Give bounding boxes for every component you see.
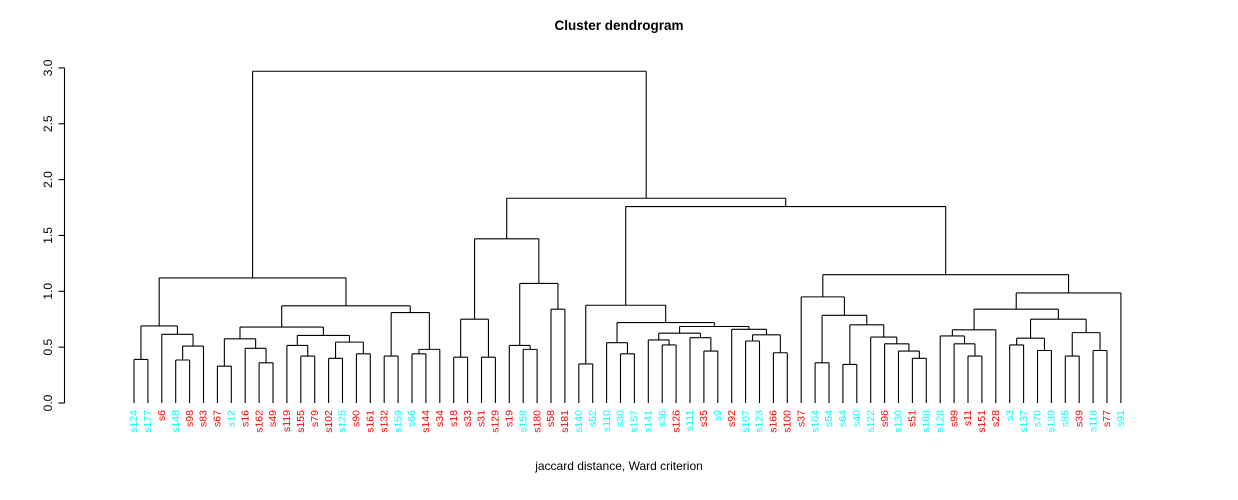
leaf-label: s100 [782, 410, 794, 433]
y-axis-tick-label: 1.5 [41, 227, 55, 244]
leaf-label: s39 [1073, 410, 1085, 427]
leaf-label: s67 [212, 410, 224, 427]
leaf-label: s126 [670, 410, 682, 433]
leaf-label: s19 [504, 410, 516, 427]
leaf-label: s83 [198, 410, 210, 427]
leaf-label: s35 [698, 410, 710, 427]
dendrogram-tree-lines [133, 70, 1122, 403]
y-axis-tick-label: 2.5 [41, 115, 55, 132]
leaf-label: s79 [309, 410, 321, 427]
leaf-label: s11 [962, 410, 974, 426]
leaf-label: s188 [921, 410, 933, 433]
leaf-label: s137 [1018, 410, 1030, 433]
y-axis-tick-label: 2.0 [41, 171, 55, 188]
leaf-label: s181 [559, 410, 571, 433]
leaf-label: s159 [392, 410, 404, 433]
leaf-label: s130 [893, 410, 905, 433]
leaf-label: s52 [587, 410, 599, 427]
leaf-label: s144 [420, 410, 432, 433]
leaf-label: s18 [448, 410, 460, 427]
leaf-label: s12 [226, 410, 238, 427]
leaf-label: s155 [295, 410, 307, 433]
leaf-label: s40 [851, 410, 863, 427]
leaf-label: s28 [990, 410, 1002, 427]
leaf-label: s122 [865, 410, 877, 433]
y-axis: 0.0 0.5 1.0 1.5 2.0 2.5 3.0 [41, 59, 66, 411]
leaf-label: s157 [629, 410, 641, 433]
leaf-label: s31 [476, 410, 488, 427]
leaf-label: s123 [754, 410, 766, 433]
leaf-label: s6 [156, 410, 168, 421]
leaf-label: s66 [406, 410, 418, 427]
leaf-label: s92 [726, 410, 738, 427]
leaf-label: s180 [531, 410, 543, 433]
leaf-label: s102 [323, 410, 335, 433]
y-axis-tick-label: 0.5 [41, 338, 55, 355]
leaf-label: s37 [795, 410, 807, 427]
leaf-label: s96 [879, 410, 891, 427]
leaf-label: s104 [809, 410, 821, 433]
leaf-label: s119 [281, 410, 293, 432]
leaf-label: s111 [684, 410, 696, 431]
leaf-label: s58 [545, 410, 557, 427]
leaf-label: s124 [128, 410, 140, 433]
leaf-label: s90 [351, 410, 363, 427]
leaf-label: s70 [1032, 410, 1044, 427]
y-axis-tick-label: 0.0 [41, 394, 55, 411]
leaf-label: s9 [712, 410, 724, 421]
leaf-label: s129 [490, 410, 502, 433]
leaf-label: s77 [1101, 410, 1113, 427]
leaf-label: s98 [184, 410, 196, 427]
leaf-label: s107 [740, 410, 752, 433]
leaf-label: s151 [976, 410, 988, 433]
leaf-label: s177 [142, 410, 154, 433]
leaf-label: s128 [934, 410, 946, 433]
chart-title: Cluster dendrogram [554, 18, 684, 33]
leaf-label: s141 [643, 410, 655, 433]
leaf-label: s99 [948, 410, 960, 427]
leaf-label: s3 [1004, 410, 1016, 421]
leaf-label: s16 [239, 410, 251, 427]
leaf-label: s51 [907, 410, 919, 427]
x-axis-label: jaccard distance, Ward criterion [535, 459, 703, 473]
leaf-label: s30 [615, 410, 627, 427]
leaf-label: s54 [823, 410, 835, 427]
leaf-label: s49 [267, 410, 279, 427]
leaf-label: s91 [1115, 410, 1127, 427]
leaf-label: s158 [517, 410, 529, 433]
leaf-label: s161 [365, 410, 377, 433]
leaf-label: s118 [1087, 410, 1099, 432]
leaf-label: s148 [170, 410, 182, 433]
leaf-label: s140 [573, 410, 585, 433]
leaf-label: s162 [253, 410, 265, 433]
leaf-label: s33 [462, 410, 474, 427]
leaf-label: s64 [837, 410, 849, 427]
leaf-label: s34 [434, 410, 446, 427]
leaf-label: s36 [656, 410, 668, 427]
leaf-label: s166 [768, 410, 780, 433]
leaf-label: s132 [378, 410, 390, 433]
leaf-label: s125 [337, 410, 349, 433]
leaf-label: s110 [601, 410, 613, 432]
leaf-label: s85 [1060, 410, 1072, 427]
y-axis-tick-label: 1.0 [41, 283, 55, 300]
leaf-label: s139 [1046, 410, 1058, 433]
y-axis-tick-label: 3.0 [41, 59, 55, 76]
